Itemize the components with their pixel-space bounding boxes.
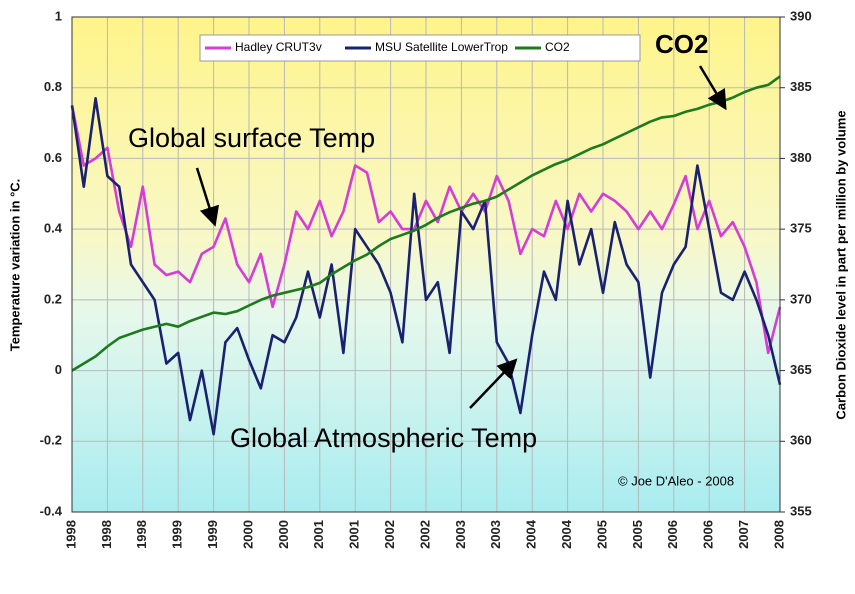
- annotation: CO2: [655, 29, 708, 59]
- x-tick-label: 2001: [311, 520, 326, 549]
- series-line: [70, 97, 782, 436]
- y2-tick-label: 380: [790, 150, 812, 165]
- y2-tick-label: 365: [790, 362, 812, 377]
- x-tick-label: 1998: [63, 520, 78, 549]
- x-tick-label: 1999: [170, 520, 185, 549]
- x-tick-label: 2004: [559, 519, 574, 549]
- annotation: Global surface Temp: [128, 123, 375, 153]
- x-tick-label: 2002: [382, 520, 397, 549]
- legend-label: Hadley CRUT3v: [235, 40, 322, 54]
- y-tick-label: 0.4: [44, 221, 63, 236]
- series-line: [70, 105, 782, 355]
- y2-tick-label: 390: [790, 8, 812, 23]
- x-tick-label: 2001: [347, 520, 362, 549]
- arrow: [698, 65, 727, 111]
- y-tick-label: -0.2: [40, 433, 62, 448]
- x-tick-label: 2005: [630, 520, 645, 549]
- y-tick-label: -0.4: [40, 503, 63, 518]
- y2-tick-label: 355: [790, 503, 812, 518]
- y2-tick-label: 385: [790, 79, 812, 94]
- x-tick-label: 1998: [99, 520, 114, 549]
- y2-axis-label: Carbon Dioxide level in part per million…: [833, 110, 848, 419]
- y-tick-label: 0.6: [44, 150, 62, 165]
- x-tick-label: 2000: [240, 520, 255, 549]
- legend-label: MSU Satellite LowerTrop: [375, 40, 508, 54]
- credit: © Joe D'Aleo - 2008: [618, 473, 734, 488]
- y2-tick-label: 360: [790, 433, 812, 448]
- legend-box: [199, 34, 641, 62]
- x-tick-label: 2002: [417, 520, 432, 549]
- x-tick-label: 1998: [134, 520, 149, 549]
- lines: [70, 75, 782, 436]
- legend: Hadley CRUT3v MSU Satellite LowerTrop CO2: [199, 34, 641, 62]
- y-tick-label: 0.8: [44, 79, 62, 94]
- x-tick-label: 2003: [488, 520, 503, 549]
- y-tick-label: 0.2: [44, 291, 62, 306]
- x-tick-label: 1999: [205, 520, 220, 549]
- x-tick-label: 2008: [771, 520, 786, 549]
- x-tick-label: 2007: [736, 520, 751, 549]
- y-tick-label: 1: [55, 8, 62, 23]
- arrow: [195, 167, 220, 227]
- x-tick-label: 2006: [701, 520, 716, 549]
- y2-tick-label: 370: [790, 291, 812, 306]
- series-line: [71, 75, 781, 372]
- y2-tick-label: 375: [790, 221, 812, 236]
- legend-label: CO2: [545, 40, 570, 54]
- y-axis-label: Temperature variation in °C.: [7, 179, 22, 352]
- x-tick-label: 2004: [524, 519, 539, 549]
- x-tick-label: 2003: [453, 520, 468, 549]
- y-tick-label: 0: [55, 362, 62, 377]
- arrow: [469, 358, 518, 409]
- x-tick-label: 2006: [665, 520, 680, 549]
- annotation: Global Atmospheric Temp: [230, 423, 537, 453]
- plot-frame: [71, 16, 781, 513]
- x-tick-label: 2000: [276, 520, 291, 549]
- x-tick-label: 2005: [594, 520, 609, 549]
